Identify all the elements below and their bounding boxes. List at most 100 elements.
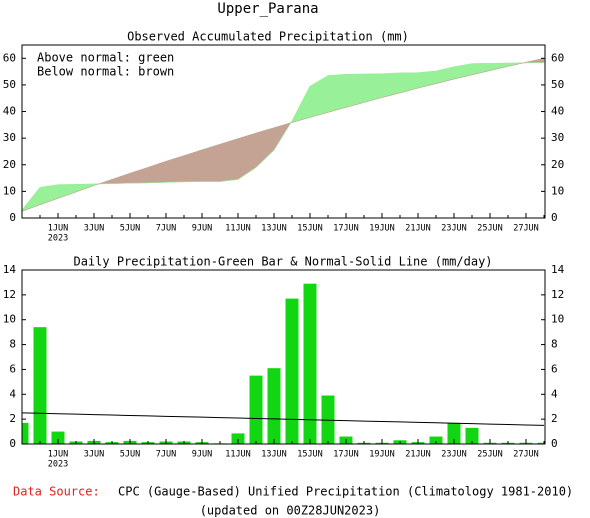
bar <box>22 422 29 444</box>
y-tick-label: 2 <box>9 412 16 425</box>
plot-area <box>22 283 545 444</box>
chart-title: Daily Precipitation-Green Bar & Normal-S… <box>73 255 492 269</box>
y-tick-label: 0 <box>551 211 558 224</box>
year-label: 2023 <box>48 460 68 470</box>
x-tick-label: 25JUN <box>477 224 503 234</box>
x-tick-label: 11JUN <box>225 224 251 234</box>
x-tick-label: 1JUN <box>48 450 68 460</box>
x-tick-label: 27JUN <box>513 224 539 234</box>
annotation: Below normal: brown <box>37 65 174 79</box>
y-tick-label: 40 <box>3 105 16 118</box>
page-title: Upper_Parana <box>217 1 318 17</box>
updated: (updated on 00Z28JUN2023) <box>200 504 381 518</box>
area-below <box>129 167 149 184</box>
annotation: Above normal: green <box>37 51 174 65</box>
bar <box>231 433 245 444</box>
y-tick-label: 6 <box>9 362 16 375</box>
source-label: Data Source: <box>13 485 100 499</box>
area-below <box>201 143 221 182</box>
x-tick-label: 9JUN <box>192 450 212 460</box>
bar <box>447 422 461 444</box>
bar <box>51 431 65 444</box>
y-tick-label: 10 <box>551 184 564 197</box>
y-tick-label: 4 <box>9 387 16 400</box>
bar <box>33 327 47 444</box>
bar <box>429 436 443 444</box>
y-tick-label: 14 <box>551 263 565 276</box>
x-tick-label: 7JUN <box>156 224 176 234</box>
bar <box>303 283 317 444</box>
x-tick-label: 1JUN <box>48 224 68 234</box>
plot-frame <box>21 269 546 445</box>
x-tick-label: 17JUN <box>333 224 359 234</box>
x-tick-label: 15JUN <box>297 450 323 460</box>
y-tick-label: 30 <box>551 131 564 144</box>
area-below <box>255 127 275 169</box>
y-tick-label: 10 <box>3 313 16 326</box>
y-tick-label: 10 <box>3 184 16 197</box>
bar <box>465 427 479 444</box>
x-tick-label: 3JUN <box>84 450 104 460</box>
x-tick-label: 13JUN <box>261 224 287 234</box>
bar <box>267 368 281 444</box>
source: CPC (Gauge-Based) Unified Precipitation … <box>118 485 573 499</box>
x-tick-label: 23JUN <box>441 450 467 460</box>
x-tick-label: 23JUN <box>441 224 467 234</box>
x-tick-label: 7JUN <box>156 450 176 460</box>
y-tick-label: 14 <box>3 263 17 276</box>
area-below <box>219 138 239 182</box>
plot-area <box>22 57 545 212</box>
y-tick-label: 0 <box>551 437 558 450</box>
y-tick-label: 12 <box>551 288 564 301</box>
chart-title: Observed Accumulated Precipitation (mm) <box>127 30 409 44</box>
area-above <box>345 73 365 108</box>
x-tick-label: 9JUN <box>192 224 212 234</box>
y-tick-label: 8 <box>9 338 16 351</box>
x-tick-label: 21JUN <box>405 224 431 234</box>
y-tick-label: 20 <box>551 158 564 171</box>
y-tick-label: 50 <box>3 78 16 91</box>
series-line <box>22 62 545 211</box>
x-tick-label: 5JUN <box>120 224 140 234</box>
x-tick-label: 17JUN <box>333 450 359 460</box>
x-tick-label: 21JUN <box>405 450 431 460</box>
y-tick-label: 20 <box>3 158 16 171</box>
y-tick-label: 6 <box>551 362 558 375</box>
y-tick-label: 10 <box>551 313 564 326</box>
area-below <box>165 155 185 183</box>
x-tick-label: 27JUN <box>513 450 539 460</box>
series-line <box>22 58 545 212</box>
normal-line <box>22 412 545 426</box>
y-tick-label: 60 <box>3 51 16 64</box>
area-above <box>399 72 419 94</box>
bar <box>249 375 263 444</box>
bar <box>537 442 545 444</box>
y-tick-label: 60 <box>551 51 564 64</box>
x-tick-label: 25JUN <box>477 450 503 460</box>
x-tick-label: 3JUN <box>84 224 104 234</box>
y-tick-label: 50 <box>551 78 564 91</box>
y-tick-label: 8 <box>551 338 558 351</box>
year-label: 2023 <box>48 234 68 244</box>
y-tick-label: 40 <box>551 105 564 118</box>
area-above <box>327 74 347 113</box>
y-tick-label: 4 <box>551 387 558 400</box>
area-above <box>57 184 77 199</box>
y-tick-label: 30 <box>3 131 16 144</box>
x-tick-label: 19JUN <box>369 450 395 460</box>
y-tick-label: 0 <box>9 437 16 450</box>
y-tick-label: 0 <box>9 211 16 224</box>
x-tick-label: 13JUN <box>261 450 287 460</box>
x-tick-label: 15JUN <box>297 224 323 234</box>
area-above <box>309 75 329 118</box>
x-tick-label: 5JUN <box>120 450 140 460</box>
bar <box>285 298 299 444</box>
y-tick-label: 2 <box>551 412 558 425</box>
y-tick-label: 12 <box>3 288 16 301</box>
area-below <box>237 132 257 180</box>
plot-frame <box>21 44 546 219</box>
x-tick-label: 11JUN <box>225 450 251 460</box>
x-tick-label: 19JUN <box>369 224 395 234</box>
area-above <box>471 63 491 76</box>
